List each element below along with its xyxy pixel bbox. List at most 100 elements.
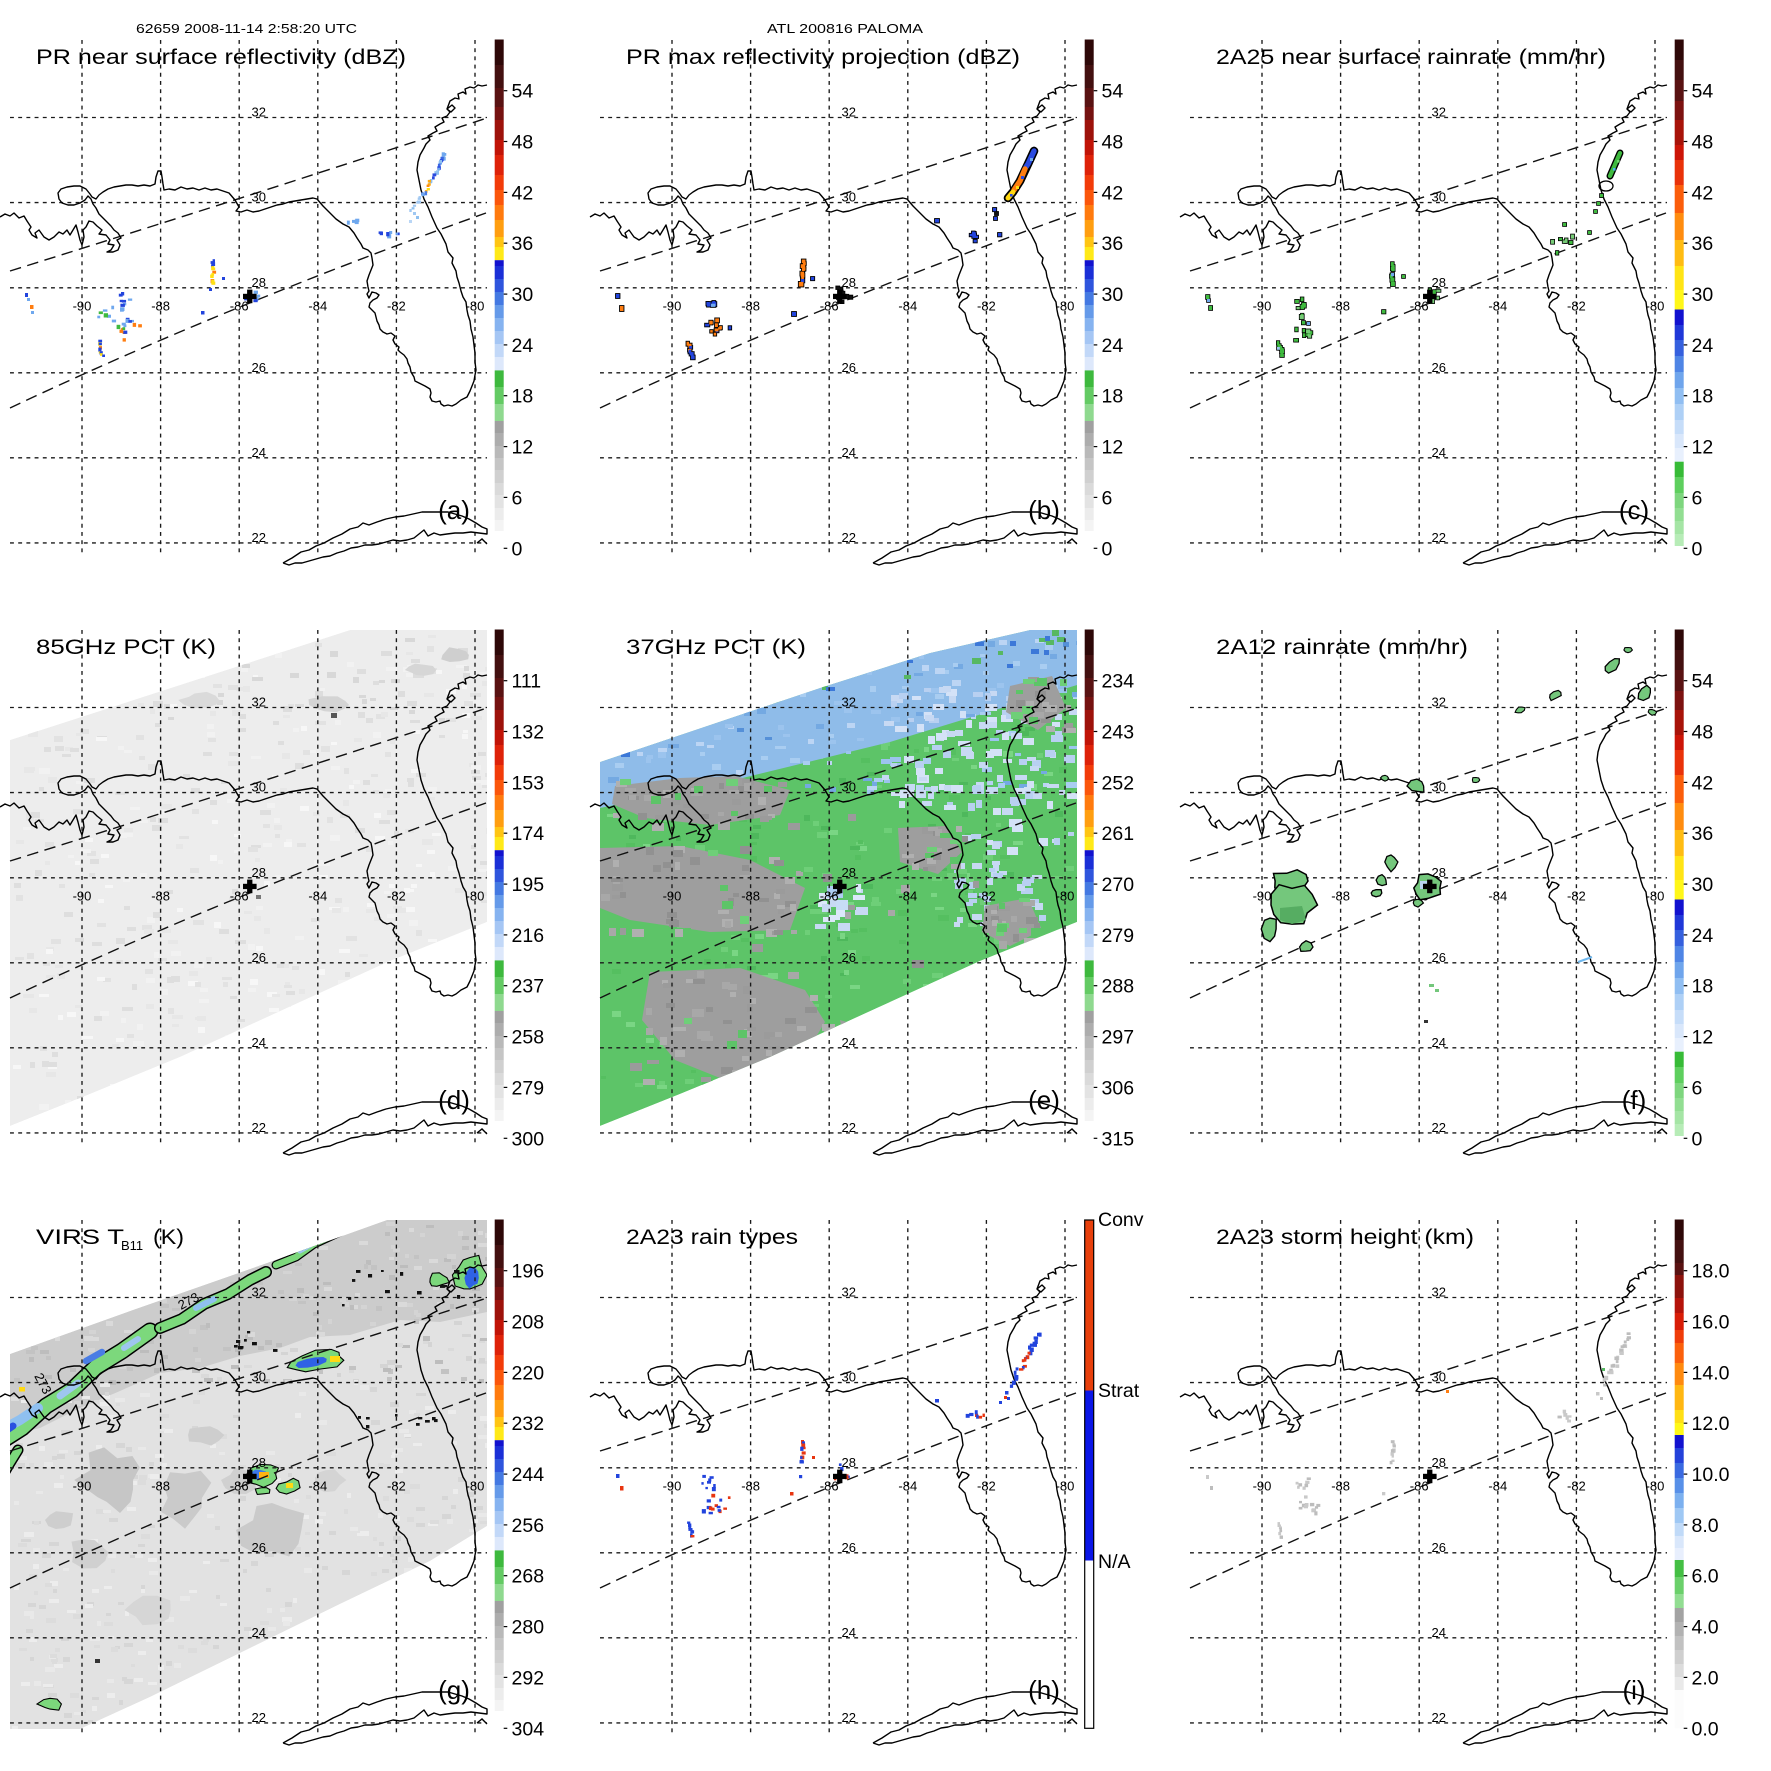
- svg-text:24: 24: [252, 1035, 266, 1050]
- svg-text:-80: -80: [1646, 299, 1665, 314]
- svg-text:-86: -86: [230, 1479, 249, 1494]
- svg-text:-82: -82: [1567, 889, 1586, 904]
- svg-text:252: 252: [1102, 772, 1135, 794]
- svg-text:0: 0: [512, 538, 523, 560]
- svg-text:Conv: Conv: [1098, 1209, 1144, 1231]
- svg-text:132: 132: [512, 722, 545, 744]
- svg-text:24: 24: [252, 1625, 266, 1640]
- svg-text:22: 22: [252, 530, 266, 545]
- svg-text:30: 30: [252, 1370, 266, 1385]
- svg-text:54: 54: [512, 81, 534, 103]
- svg-text:-88: -88: [741, 299, 760, 314]
- svg-text:243: 243: [1102, 722, 1135, 744]
- svg-text:30: 30: [842, 190, 856, 205]
- svg-text:26: 26: [1432, 360, 1446, 375]
- svg-text:-84: -84: [898, 299, 917, 314]
- svg-text:279: 279: [512, 1077, 545, 1099]
- svg-text:62659 2008-11-14 2:58:20 UTC: 62659 2008-11-14 2:58:20 UTC: [136, 21, 357, 36]
- svg-text:2A25 near surface rainrate (mm: 2A25 near surface rainrate (mm/hr): [1216, 45, 1606, 69]
- svg-text:-80: -80: [1056, 299, 1075, 314]
- svg-text:2A12 rainrate (mm/hr): 2A12 rainrate (mm/hr): [1216, 635, 1468, 659]
- svg-text:-86: -86: [820, 1479, 839, 1494]
- svg-text:30: 30: [1432, 190, 1446, 205]
- svg-text:-84: -84: [308, 1479, 327, 1494]
- svg-text:18: 18: [1692, 386, 1714, 408]
- svg-text:32: 32: [1432, 695, 1446, 710]
- svg-text:-84: -84: [308, 299, 327, 314]
- svg-text:12: 12: [1692, 1027, 1714, 1049]
- svg-text:2.0: 2.0: [1692, 1667, 1719, 1689]
- svg-text:54: 54: [1102, 81, 1124, 103]
- svg-text:22: 22: [1432, 530, 1446, 545]
- svg-text:-90: -90: [663, 299, 682, 314]
- svg-text:-82: -82: [977, 889, 996, 904]
- svg-text:28: 28: [842, 865, 856, 880]
- svg-text:196: 196: [512, 1261, 545, 1283]
- svg-text:54: 54: [1692, 671, 1714, 693]
- svg-text:-82: -82: [1567, 299, 1586, 314]
- svg-text:0: 0: [1692, 1128, 1703, 1150]
- svg-text:208: 208: [512, 1312, 545, 1334]
- svg-text:-88: -88: [151, 889, 170, 904]
- svg-text:28: 28: [252, 275, 266, 290]
- svg-text:26: 26: [252, 950, 266, 965]
- svg-text:26: 26: [842, 950, 856, 965]
- svg-text:54: 54: [1692, 81, 1714, 103]
- svg-text:28: 28: [842, 1455, 856, 1470]
- svg-text:232: 232: [512, 1413, 545, 1435]
- svg-text:-80: -80: [466, 1479, 485, 1494]
- svg-text:-90: -90: [1253, 299, 1272, 314]
- svg-text:-88: -88: [1331, 889, 1350, 904]
- svg-text:N/A: N/A: [1098, 1551, 1131, 1573]
- svg-text:270: 270: [1102, 874, 1135, 896]
- svg-text:268: 268: [512, 1566, 545, 1588]
- svg-text:18: 18: [1102, 386, 1124, 408]
- svg-text:48: 48: [1692, 132, 1714, 154]
- svg-text:6: 6: [1692, 1077, 1703, 1099]
- svg-text:(c): (c): [1619, 495, 1649, 525]
- svg-text:36: 36: [1692, 823, 1714, 845]
- svg-text:30: 30: [512, 284, 534, 306]
- svg-text:32: 32: [252, 695, 266, 710]
- svg-text:216: 216: [512, 925, 545, 947]
- svg-text:-84: -84: [308, 889, 327, 904]
- svg-text:258: 258: [512, 1027, 545, 1049]
- svg-text:22: 22: [252, 1120, 266, 1135]
- svg-text:(f): (f): [1622, 1085, 1647, 1115]
- svg-text:28: 28: [842, 275, 856, 290]
- svg-text:22: 22: [252, 1710, 266, 1725]
- svg-text:30: 30: [252, 190, 266, 205]
- svg-text:42: 42: [512, 182, 534, 204]
- svg-text:24: 24: [1432, 445, 1446, 460]
- svg-text:ATL 200816 PALOMA: ATL 200816 PALOMA: [767, 21, 923, 36]
- svg-text:85GHz PCT (K): 85GHz PCT (K): [36, 635, 216, 659]
- svg-text:280: 280: [512, 1617, 545, 1639]
- svg-text:195: 195: [512, 874, 545, 896]
- svg-text:-82: -82: [387, 299, 406, 314]
- svg-text:30: 30: [1692, 284, 1714, 306]
- svg-text:261: 261: [1102, 823, 1135, 845]
- svg-text:24: 24: [1432, 1035, 1446, 1050]
- svg-text:22: 22: [842, 530, 856, 545]
- svg-text:30: 30: [252, 780, 266, 795]
- svg-text:-84: -84: [1488, 299, 1507, 314]
- svg-text:-80: -80: [1646, 1479, 1665, 1494]
- svg-text:24: 24: [842, 1035, 856, 1050]
- svg-text:28: 28: [1432, 275, 1446, 290]
- svg-text:14.0: 14.0: [1692, 1362, 1730, 1384]
- svg-text:-86: -86: [1410, 299, 1429, 314]
- svg-text:48: 48: [1692, 722, 1714, 744]
- svg-text:6: 6: [512, 487, 523, 509]
- svg-text:-90: -90: [663, 889, 682, 904]
- svg-text:12.0: 12.0: [1692, 1413, 1730, 1435]
- svg-text:30: 30: [1692, 874, 1714, 896]
- svg-text:18: 18: [1692, 976, 1714, 998]
- svg-text:26: 26: [1432, 1540, 1446, 1555]
- svg-text:(K): (K): [153, 1225, 184, 1249]
- svg-text:(i): (i): [1622, 1675, 1645, 1705]
- svg-text:4.0: 4.0: [1692, 1617, 1719, 1639]
- svg-text:(b): (b): [1028, 495, 1060, 525]
- svg-text:42: 42: [1102, 182, 1124, 204]
- svg-text:24: 24: [252, 445, 266, 460]
- svg-text:-84: -84: [898, 1479, 917, 1494]
